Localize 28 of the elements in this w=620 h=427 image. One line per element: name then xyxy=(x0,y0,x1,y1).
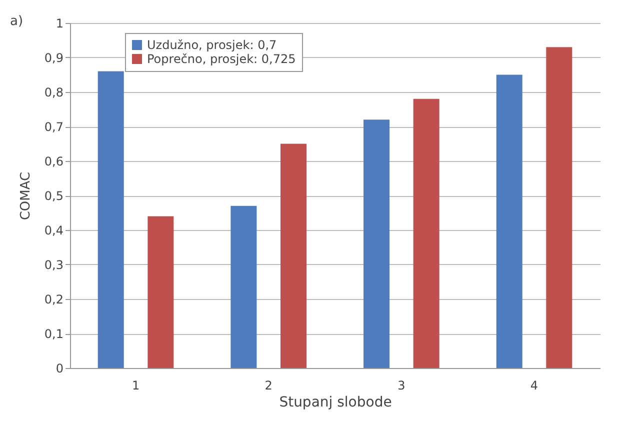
bar xyxy=(230,206,257,368)
x-tick-label: 3 xyxy=(398,378,406,392)
bar xyxy=(98,71,124,368)
y-tick-label: 0,5 xyxy=(44,189,64,203)
y-tick-label: 1 xyxy=(56,16,64,30)
y-tick-label: 0,6 xyxy=(44,154,64,168)
bar xyxy=(546,47,572,368)
text: a) xyxy=(10,14,24,29)
x-tick-label: 1 xyxy=(132,378,140,392)
y-tick-label: 0,1 xyxy=(44,327,64,341)
bar xyxy=(496,74,522,368)
bar xyxy=(148,216,174,368)
bar xyxy=(280,144,306,368)
x-tick-label: 2 xyxy=(264,378,272,392)
bar xyxy=(413,98,440,368)
y-axis-title: COMAC xyxy=(18,172,34,220)
y-tick-label: 0,3 xyxy=(44,258,64,272)
bar xyxy=(364,120,390,368)
y-tick-label: 0,2 xyxy=(44,292,64,306)
legend-label: Poprečno, prosjek: 0,725 xyxy=(147,52,296,66)
y-tick-label: 0,4 xyxy=(44,224,64,238)
y-tick-label: 0,7 xyxy=(44,120,64,134)
x-tick-label: 4 xyxy=(530,378,538,392)
y-tick-label: 0 xyxy=(56,362,64,376)
y-tick-label: 0,9 xyxy=(44,51,64,65)
legend-label: Uzdužno, prosjek: 0,7 xyxy=(147,38,277,52)
y-tick-label: 0,8 xyxy=(44,86,64,100)
x-axis-title: Stupanj slobode xyxy=(279,394,392,410)
